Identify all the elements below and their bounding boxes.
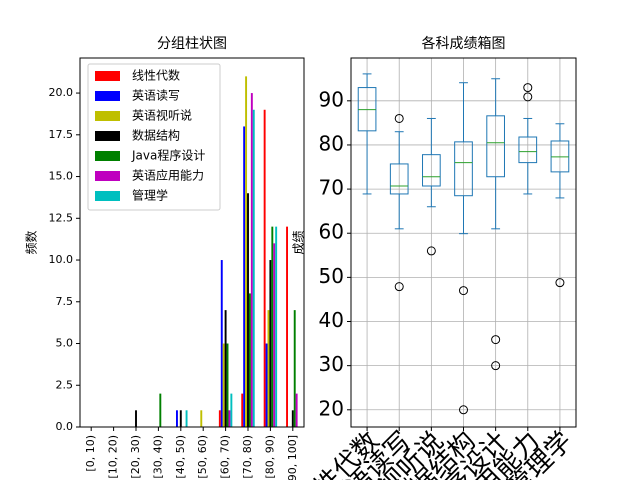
bar (265, 343, 268, 427)
bar (263, 109, 266, 427)
bar (269, 260, 272, 427)
legend-swatch (95, 151, 120, 161)
flier (394, 282, 404, 292)
y-axis-label: 频数 (24, 230, 39, 254)
flier (394, 113, 404, 123)
box (486, 115, 505, 178)
bar (159, 393, 162, 427)
y-axis-label: 成绩 (292, 230, 306, 254)
flier (555, 278, 565, 288)
x-tick-label: [20, 30) (129, 435, 142, 479)
bar (245, 76, 248, 427)
bar (293, 310, 296, 427)
y-tick-label: 40 (319, 308, 344, 332)
y-tick-label: 17.5 (49, 128, 74, 141)
y-tick-label: 15.0 (49, 170, 74, 183)
y-tick-label: 90 (319, 87, 344, 111)
x-tick-label: [40, 50) (174, 435, 187, 479)
y-tick-label: 2.5 (56, 378, 74, 391)
y-tick-label: 30 (319, 352, 344, 376)
box (518, 136, 538, 164)
y-tick-label: 70 (319, 176, 344, 200)
bar (252, 109, 255, 427)
bar (228, 410, 231, 427)
y-tick-label: 50 (319, 264, 344, 288)
y-tick-label: 7.5 (56, 295, 74, 308)
y-tick-label: 10.0 (49, 253, 74, 266)
x-tick-label: [0, 10) (84, 435, 97, 472)
x-tick-label: [70, 80) (241, 435, 254, 479)
legend-swatch (95, 171, 120, 181)
axes-frame (79, 57, 305, 428)
chart-title: 分组柱状图 (157, 36, 227, 52)
y-tick-label: 12.5 (49, 211, 74, 224)
bar (185, 410, 188, 427)
flier (459, 405, 468, 415)
bar (271, 226, 274, 427)
legend-label: 英语视听说 (132, 108, 192, 123)
flier (491, 335, 501, 345)
legend-label: Java程序设计 (131, 148, 205, 163)
bar (135, 410, 137, 427)
x-tick-label: [90, 100] (286, 435, 299, 480)
bar (176, 410, 178, 427)
bar (200, 410, 203, 427)
chart-title: 各科成绩箱图 (422, 36, 506, 52)
bar (220, 260, 223, 427)
bar (241, 393, 244, 427)
flier (459, 286, 468, 296)
x-tick-label: [50, 60) (196, 435, 209, 479)
legend-swatch (95, 71, 120, 81)
bar (273, 243, 276, 427)
box (389, 163, 409, 195)
y-tick-label: 80 (319, 131, 344, 155)
bar (224, 310, 227, 427)
y-tick-label: 20.0 (49, 86, 74, 99)
bar (247, 193, 249, 427)
y-tick-label: 20 (319, 396, 344, 420)
x-tick-label: [10, 20) (107, 435, 120, 479)
x-tick-label: [80, 90) (263, 435, 276, 479)
axes-frame (350, 57, 577, 428)
bar (226, 343, 229, 427)
bar (179, 410, 182, 427)
bar (275, 226, 278, 427)
x-tick-label: [60, 70) (219, 435, 232, 479)
y-tick-label: 0.0 (56, 420, 74, 433)
bar (250, 93, 253, 427)
y-tick-label: 60 (319, 220, 344, 244)
legend-label: 线性代数 (132, 68, 180, 83)
bar (218, 410, 221, 427)
legend-label: 英语读写 (132, 89, 180, 103)
bar (291, 410, 294, 427)
box (454, 141, 473, 197)
flier (523, 83, 533, 93)
bar (267, 310, 270, 427)
flier (426, 246, 436, 256)
bar (286, 226, 288, 427)
bar (230, 393, 233, 427)
box (422, 154, 441, 187)
legend-label: 英语应用能力 (132, 168, 204, 183)
legend-swatch (95, 131, 120, 141)
legend-label: 管理学 (132, 188, 168, 203)
legend-label: 数据结构 (132, 128, 180, 143)
legend-swatch (95, 91, 120, 101)
legend-swatch (95, 111, 120, 121)
x-tick-label: [30, 40) (151, 435, 164, 479)
bar (248, 293, 251, 427)
y-tick-label: 5.0 (56, 337, 74, 350)
bar (295, 393, 298, 427)
legend-frame (87, 63, 221, 211)
bar (243, 126, 246, 427)
flier (523, 92, 533, 102)
legend-swatch (95, 191, 120, 201)
flier (491, 361, 501, 371)
bar (222, 343, 225, 427)
